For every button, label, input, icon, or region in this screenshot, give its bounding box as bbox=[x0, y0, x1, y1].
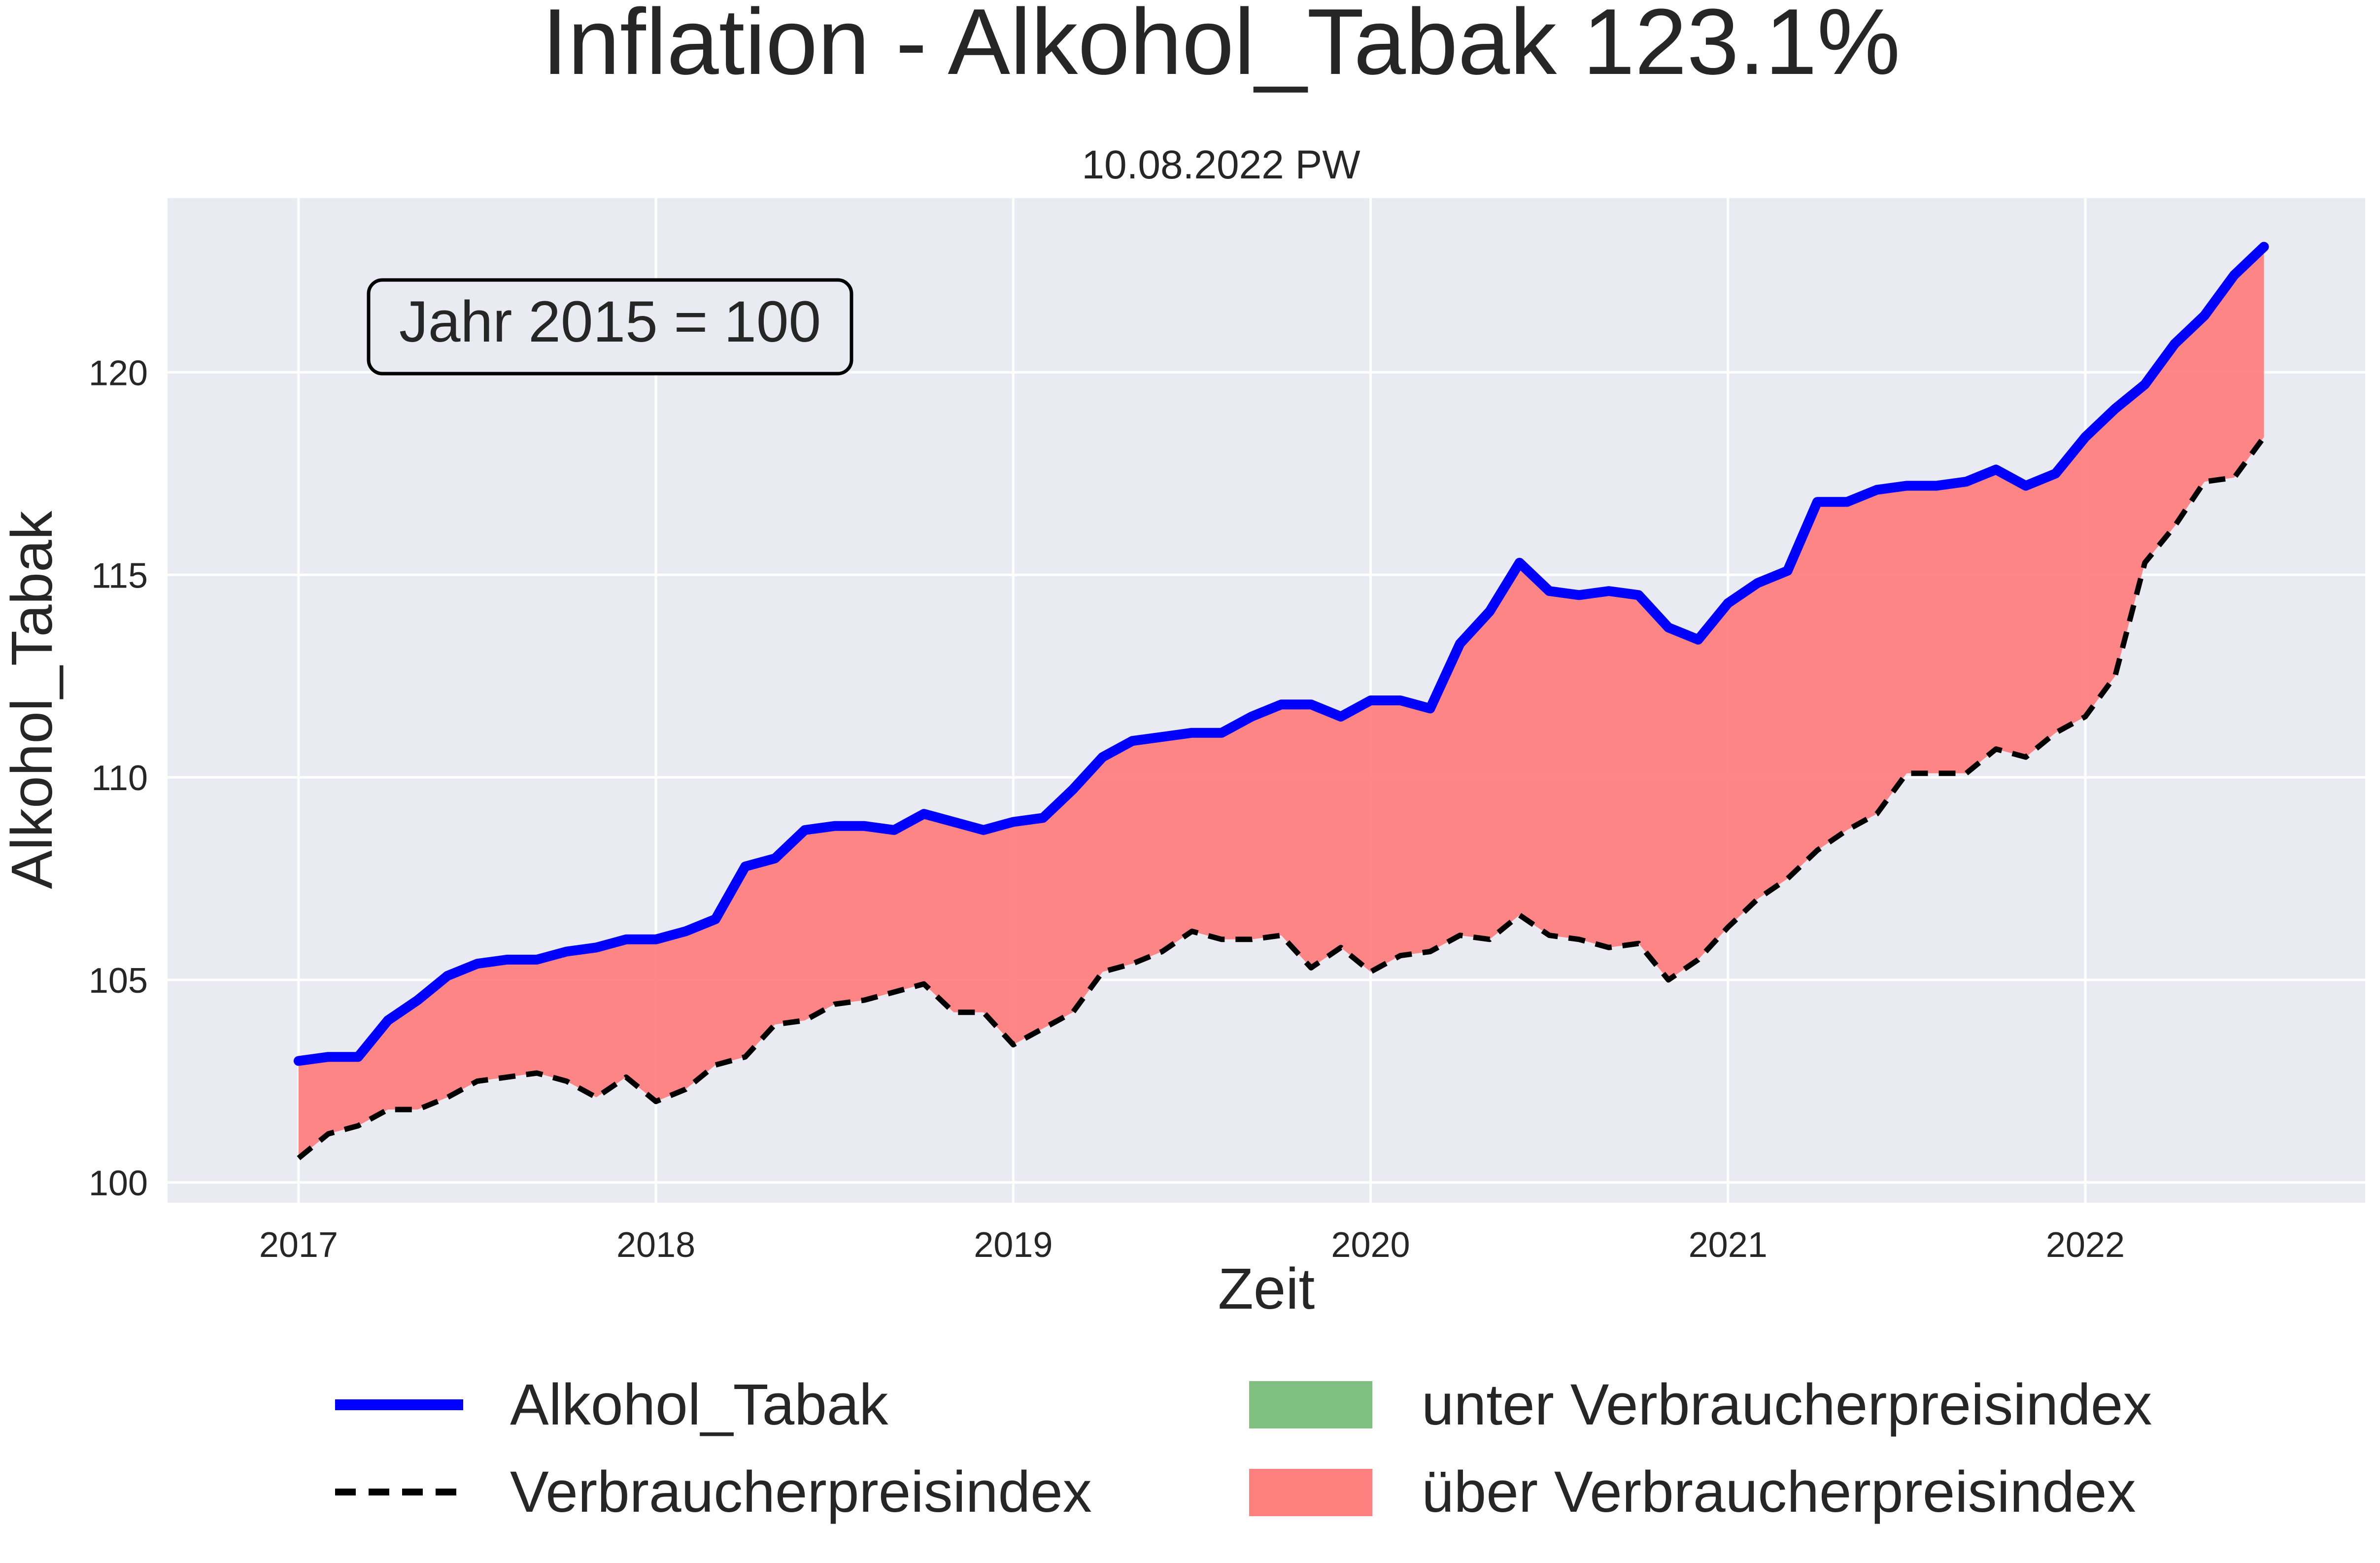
legend-label-unter: unter Verbraucherpreisindex bbox=[1422, 1372, 2152, 1437]
y-tick-label: 110 bbox=[91, 759, 148, 798]
legend: Alkohol_Tabak Verbraucherpreisindex unte… bbox=[335, 1372, 2152, 1525]
x-tick-label: 2019 bbox=[974, 1225, 1053, 1265]
y-axis-label: Alkohol_Tabak bbox=[0, 510, 65, 889]
y-tick-label: 115 bbox=[91, 556, 148, 595]
legend-swatch-ueber bbox=[1249, 1469, 1372, 1516]
y-tick-label: 100 bbox=[89, 1164, 148, 1203]
legend-label-ueber: über Verbraucherpreisindex bbox=[1422, 1459, 2136, 1525]
difference-fill bbox=[298, 246, 2264, 1158]
legend-label-alkohol-tabak: Alkohol_Tabak bbox=[510, 1372, 889, 1437]
y-tick-labels: 100 105 110 115 120 bbox=[89, 353, 148, 1203]
x-tick-label: 2020 bbox=[1331, 1225, 1410, 1265]
x-tick-label: 2018 bbox=[616, 1225, 695, 1265]
area-ueber-verbraucherpreisindex bbox=[298, 246, 2264, 1158]
series-line-verbraucherpreisindex bbox=[297, 435, 2266, 1160]
legend-label-verbraucherpreisindex: Verbraucherpreisindex bbox=[510, 1459, 1092, 1525]
x-tick-label: 2021 bbox=[1689, 1225, 1768, 1265]
y-tick-label: 105 bbox=[89, 961, 148, 1001]
x-tick-labels: 2017 2018 2019 2020 2021 2022 bbox=[259, 1225, 2125, 1265]
x-axis-label: Zeit bbox=[1218, 1256, 1315, 1321]
annotation-text: Jahr 2015 = 100 bbox=[399, 289, 821, 354]
series-line-alkohol-tabak bbox=[293, 242, 2269, 1066]
annotation-frame bbox=[367, 278, 853, 376]
x-tick-label: 2017 bbox=[259, 1225, 338, 1265]
chart-subtitle: 10.08.2022 PW bbox=[1082, 142, 1360, 187]
y-tick-label: 120 bbox=[89, 353, 148, 393]
chart-title: Inflation - Alkohol_Tabak 123.1% bbox=[542, 0, 1901, 94]
series-lines bbox=[293, 242, 2269, 1160]
x-tick-label: 2022 bbox=[2046, 1225, 2125, 1265]
legend-swatch-unter bbox=[1249, 1381, 1372, 1428]
annotation-box: Jahr 2015 = 100 bbox=[367, 278, 853, 376]
